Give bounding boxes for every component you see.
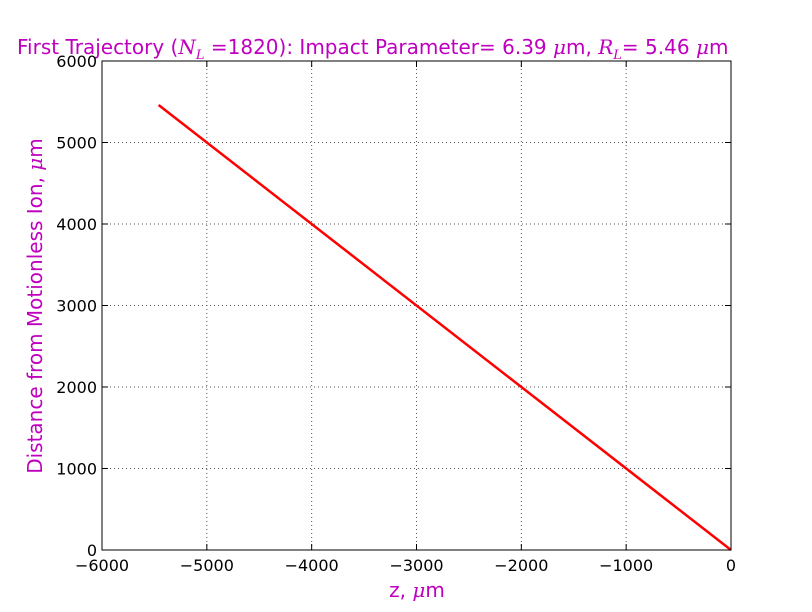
y-tick-label: 2000 bbox=[56, 378, 97, 397]
plot-frame bbox=[101, 60, 732, 551]
y-tick-label: 1000 bbox=[56, 460, 97, 479]
title-n-subscript: L bbox=[195, 48, 205, 63]
x-tick-label: −2000 bbox=[494, 556, 548, 575]
title-r-value: = 5.46 bbox=[622, 35, 696, 59]
y-tick-label: 5000 bbox=[56, 134, 97, 153]
x-axis-label-unit: m bbox=[425, 578, 444, 602]
y-tick-label: 0 bbox=[87, 541, 97, 560]
x-tick-label: −4000 bbox=[285, 556, 339, 575]
y-axis-label: Distance from Motionless Ion, μm bbox=[23, 138, 47, 474]
title-unit-1: m, bbox=[566, 35, 598, 59]
y-tick-labels: 0 1000 2000 3000 4000 5000 6000 bbox=[56, 52, 97, 560]
y-tick-label: 3000 bbox=[56, 297, 97, 316]
title-pre: First Trajectory ( bbox=[17, 35, 178, 59]
series-layer bbox=[157, 104, 732, 551]
chart-title: First Trajectory (NL =1820): Impact Para… bbox=[17, 35, 728, 63]
x-tick-label: 0 bbox=[726, 556, 736, 575]
x-tick-label: −6000 bbox=[75, 556, 129, 575]
title-mu-2: μ bbox=[696, 35, 709, 59]
title-unit-2: m bbox=[709, 35, 728, 59]
y-axis-label-mu: μ bbox=[23, 158, 47, 171]
x-axis-label: z, μm bbox=[389, 578, 445, 602]
trajectory-line bbox=[157, 104, 732, 551]
x-axis-label-text: z, bbox=[389, 578, 412, 602]
title-r-subscript: L bbox=[612, 48, 622, 63]
x-tick-labels: −6000 −5000 −4000 −3000 −2000 −1000 0 bbox=[75, 556, 736, 575]
y-tick-label: 6000 bbox=[56, 52, 97, 71]
y-axis-label-unit: m bbox=[23, 138, 47, 157]
title-r-symbol: R bbox=[597, 35, 613, 59]
tick-marks bbox=[101, 60, 732, 551]
y-axis-label-text: Distance from Motionless Ion, bbox=[23, 171, 47, 474]
x-tick-label: −3000 bbox=[389, 556, 443, 575]
title-n-value: 1820 bbox=[228, 35, 279, 59]
x-tick-label: −5000 bbox=[180, 556, 234, 575]
x-axis-label-mu: μ bbox=[412, 578, 425, 602]
title-mid: ): Impact Parameter= 6.39 bbox=[279, 35, 553, 59]
y-tick-label: 4000 bbox=[56, 215, 97, 234]
title-equals: = bbox=[205, 35, 228, 59]
title-n-symbol: N bbox=[177, 35, 197, 59]
x-tick-label: −1000 bbox=[599, 556, 653, 575]
title-mu-1: μ bbox=[553, 35, 566, 59]
